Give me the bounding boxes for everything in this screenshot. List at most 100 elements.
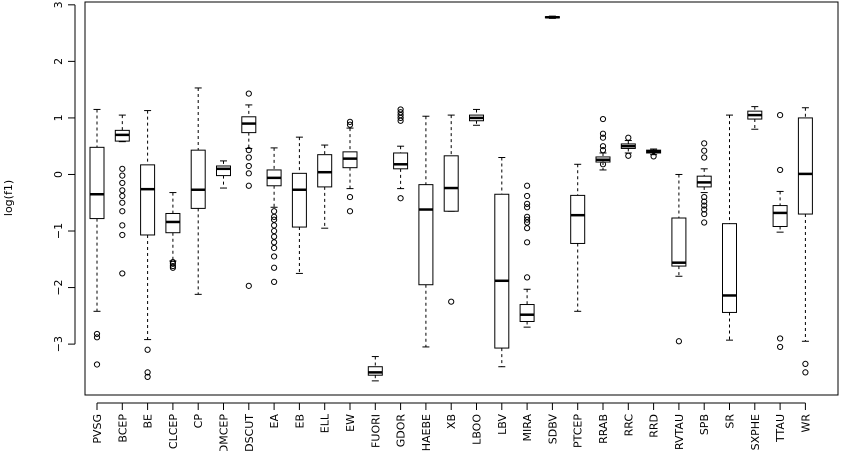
outlier-point bbox=[245, 282, 252, 289]
box-body bbox=[519, 304, 535, 322]
outlier-point bbox=[93, 330, 101, 338]
outlier-point bbox=[675, 338, 683, 345]
box-body bbox=[367, 366, 383, 376]
outlier-point bbox=[625, 134, 632, 141]
box-haebe bbox=[418, 115, 434, 348]
box-be bbox=[140, 110, 156, 381]
box-sxphe bbox=[747, 106, 763, 130]
outlier-point bbox=[119, 172, 126, 179]
y-axis-label: log(f1) bbox=[2, 180, 15, 216]
x-tick-label: MIRA bbox=[521, 414, 534, 442]
outlier-point bbox=[271, 222, 278, 229]
outlier-point bbox=[701, 198, 708, 205]
outlier-point bbox=[701, 140, 708, 147]
outlier-point bbox=[119, 231, 126, 239]
x-tick-label: LBOO bbox=[471, 414, 484, 445]
box-ttau bbox=[772, 111, 788, 351]
outlier-point bbox=[271, 244, 278, 252]
box-body bbox=[772, 205, 788, 227]
outlier-point bbox=[245, 162, 252, 170]
outlier-point bbox=[524, 200, 531, 207]
x-tick-label: SXPHE bbox=[749, 414, 762, 450]
y-tick-label: −2 bbox=[52, 279, 65, 295]
outlier-point bbox=[524, 204, 531, 211]
outlier-point bbox=[524, 274, 531, 281]
box-ew bbox=[342, 118, 358, 215]
box-body bbox=[216, 165, 231, 177]
box-sdbv bbox=[544, 15, 560, 19]
outlier-point bbox=[599, 134, 607, 141]
outlier-point bbox=[701, 147, 708, 154]
box-body bbox=[443, 155, 459, 212]
outlier-point bbox=[397, 195, 404, 202]
outlier-point bbox=[245, 182, 252, 189]
x-tick-label: RRD bbox=[648, 414, 661, 438]
box-body bbox=[89, 146, 105, 220]
outlier-point bbox=[271, 233, 278, 240]
outlier-point bbox=[599, 130, 607, 137]
box-eb bbox=[291, 136, 307, 274]
x-tick-label: PTCEP bbox=[572, 414, 585, 448]
outlier-point bbox=[599, 115, 607, 123]
x-tick-label: LBV bbox=[496, 414, 509, 435]
x-tick-label: EB bbox=[293, 414, 306, 429]
outlier-point bbox=[448, 298, 455, 305]
box-body bbox=[418, 184, 434, 286]
outlier-point bbox=[93, 334, 101, 341]
outlier-point bbox=[144, 346, 151, 353]
x-tick-label: SDBV bbox=[546, 414, 559, 445]
plot-frame bbox=[84, 1, 839, 396]
box-body bbox=[291, 172, 307, 228]
outlier-point bbox=[119, 165, 126, 172]
outlier-point bbox=[245, 154, 252, 161]
x-tick-label: ELL bbox=[319, 413, 332, 433]
outlier-point bbox=[169, 262, 176, 270]
box-ptcep bbox=[570, 163, 586, 312]
outlier-point bbox=[271, 264, 278, 271]
outlier-point bbox=[524, 239, 531, 246]
box-mira bbox=[519, 182, 535, 328]
box-body bbox=[797, 117, 813, 215]
box-dscut bbox=[241, 90, 257, 289]
y-axis: −3 −2 −1 0 1 2 3 bbox=[52, 1, 76, 352]
box-bcep bbox=[114, 114, 130, 277]
box-ea bbox=[266, 147, 282, 286]
outlier-point bbox=[271, 213, 278, 220]
outlier-point bbox=[802, 360, 809, 367]
outlier-point bbox=[119, 199, 126, 206]
outlier-point bbox=[144, 369, 151, 376]
box-body bbox=[494, 193, 510, 349]
x-tick-label: SPB bbox=[698, 414, 711, 435]
outlier-point bbox=[245, 170, 252, 177]
box-cp bbox=[190, 87, 206, 295]
box-clcep bbox=[165, 192, 181, 271]
x-tick-label: EW bbox=[344, 414, 357, 432]
x-tick-label: RRAB bbox=[597, 414, 610, 444]
outlier-point bbox=[119, 222, 126, 229]
outlier-point bbox=[93, 361, 101, 368]
outlier-point bbox=[524, 192, 531, 200]
outlier-point bbox=[119, 187, 126, 194]
outlier-point bbox=[397, 117, 404, 124]
x-tick-label: CP bbox=[192, 414, 205, 429]
box-lboo bbox=[469, 108, 484, 126]
outlier-point bbox=[701, 202, 708, 209]
box-body bbox=[393, 152, 409, 170]
x-tick-label: RVTAU bbox=[673, 414, 686, 450]
x-tick-label: DSCUT bbox=[243, 414, 256, 451]
box-ell bbox=[317, 144, 333, 229]
outlier-point bbox=[346, 208, 354, 215]
outlier-point bbox=[599, 147, 607, 154]
x-tick-label: BCEP bbox=[116, 414, 129, 443]
outlier-point bbox=[346, 121, 354, 128]
x-tick-label: FUORI bbox=[369, 414, 382, 448]
outlier-point bbox=[397, 114, 404, 122]
x-tick-label: CLCEP bbox=[167, 414, 180, 449]
x-tick-label: WR bbox=[799, 414, 812, 433]
outlier-point bbox=[346, 193, 354, 201]
box-lbv bbox=[494, 157, 510, 368]
outlier-point bbox=[701, 193, 708, 201]
outlier-point bbox=[169, 260, 176, 267]
x-tick-label: BE bbox=[142, 414, 155, 429]
